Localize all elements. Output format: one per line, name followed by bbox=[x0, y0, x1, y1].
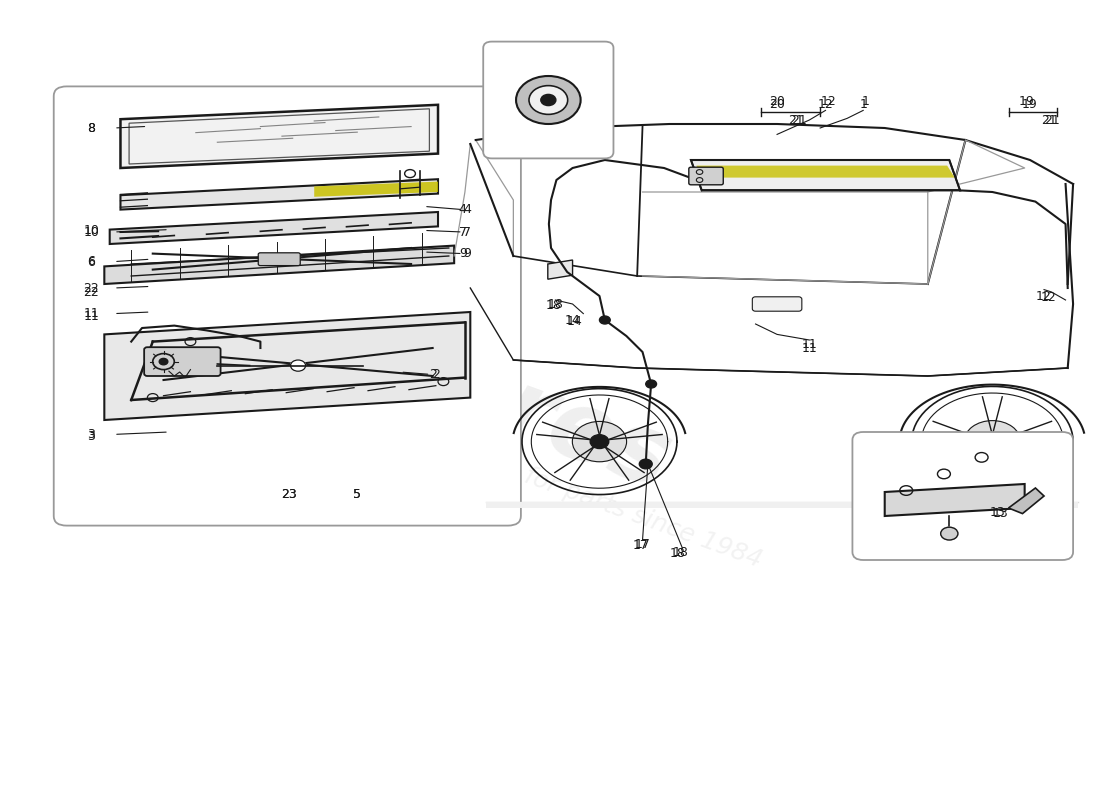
Text: 4: 4 bbox=[459, 203, 466, 216]
Circle shape bbox=[639, 459, 652, 469]
Text: 18: 18 bbox=[670, 547, 686, 560]
Text: 9: 9 bbox=[459, 247, 466, 260]
Polygon shape bbox=[696, 166, 955, 178]
Text: 3: 3 bbox=[88, 430, 96, 442]
Text: 18: 18 bbox=[548, 298, 563, 310]
Polygon shape bbox=[121, 105, 438, 168]
Circle shape bbox=[940, 527, 958, 540]
Polygon shape bbox=[1009, 488, 1044, 514]
Polygon shape bbox=[104, 312, 471, 420]
Text: 10: 10 bbox=[84, 226, 99, 238]
FancyBboxPatch shape bbox=[258, 253, 300, 266]
Text: 19: 19 bbox=[1019, 95, 1035, 108]
Text: 7: 7 bbox=[459, 226, 466, 238]
Polygon shape bbox=[315, 182, 438, 197]
Text: 13: 13 bbox=[990, 506, 1005, 518]
Text: 12: 12 bbox=[817, 98, 834, 110]
Text: 21: 21 bbox=[791, 114, 806, 126]
Polygon shape bbox=[104, 246, 454, 284]
Text: 12: 12 bbox=[1036, 290, 1052, 302]
Text: 14: 14 bbox=[564, 314, 581, 326]
FancyBboxPatch shape bbox=[752, 297, 802, 311]
Text: 20: 20 bbox=[769, 98, 785, 110]
Polygon shape bbox=[691, 160, 960, 190]
Text: 11: 11 bbox=[802, 338, 817, 350]
Text: 6: 6 bbox=[88, 255, 96, 268]
Circle shape bbox=[646, 380, 657, 388]
Text: 1: 1 bbox=[861, 95, 869, 108]
Text: 11: 11 bbox=[802, 342, 817, 354]
Text: 9: 9 bbox=[463, 247, 471, 260]
Circle shape bbox=[600, 316, 610, 324]
Circle shape bbox=[541, 94, 556, 106]
Text: 21: 21 bbox=[1042, 114, 1057, 126]
Text: 11: 11 bbox=[84, 307, 99, 320]
Text: eurospares: eurospares bbox=[74, 211, 684, 509]
Text: 5: 5 bbox=[353, 488, 361, 501]
Circle shape bbox=[964, 421, 1021, 462]
Polygon shape bbox=[486, 502, 1078, 508]
FancyBboxPatch shape bbox=[483, 42, 614, 158]
Text: a passion for parts since 1984: a passion for parts since 1984 bbox=[402, 420, 764, 572]
Circle shape bbox=[290, 360, 306, 371]
Text: 18: 18 bbox=[546, 299, 561, 312]
Text: 3: 3 bbox=[88, 428, 96, 441]
Polygon shape bbox=[548, 260, 573, 279]
Circle shape bbox=[982, 434, 1002, 449]
Text: 17: 17 bbox=[635, 538, 650, 550]
Text: 22: 22 bbox=[84, 282, 99, 294]
FancyBboxPatch shape bbox=[852, 432, 1074, 560]
FancyBboxPatch shape bbox=[54, 86, 521, 526]
Text: 10: 10 bbox=[84, 224, 99, 237]
Text: 21: 21 bbox=[789, 114, 804, 126]
Text: 7: 7 bbox=[463, 226, 471, 238]
Text: 21: 21 bbox=[1044, 114, 1059, 126]
Text: 2: 2 bbox=[432, 368, 440, 381]
Text: 8: 8 bbox=[87, 122, 96, 134]
Text: 20: 20 bbox=[769, 95, 785, 108]
Text: 23: 23 bbox=[282, 488, 297, 501]
Polygon shape bbox=[884, 484, 1025, 516]
Text: 19: 19 bbox=[1022, 98, 1038, 110]
Text: 12: 12 bbox=[821, 95, 837, 108]
Text: 18: 18 bbox=[672, 546, 689, 558]
Text: 6: 6 bbox=[88, 256, 96, 269]
Text: 14: 14 bbox=[566, 315, 583, 328]
FancyBboxPatch shape bbox=[689, 167, 724, 185]
Text: 11: 11 bbox=[84, 310, 99, 322]
Polygon shape bbox=[121, 179, 438, 210]
Text: 5: 5 bbox=[353, 488, 361, 501]
FancyBboxPatch shape bbox=[144, 347, 221, 376]
Text: 17: 17 bbox=[632, 539, 648, 552]
Text: 13: 13 bbox=[993, 507, 1009, 520]
Circle shape bbox=[572, 422, 627, 462]
Text: 22: 22 bbox=[84, 286, 99, 298]
Text: 4: 4 bbox=[463, 203, 471, 216]
Text: 1: 1 bbox=[859, 98, 867, 110]
Text: 12: 12 bbox=[1041, 291, 1056, 304]
Text: 8: 8 bbox=[87, 122, 96, 134]
Circle shape bbox=[529, 86, 568, 114]
Text: 23: 23 bbox=[282, 488, 297, 501]
Circle shape bbox=[160, 358, 168, 365]
Circle shape bbox=[516, 76, 581, 124]
Text: 2: 2 bbox=[429, 368, 437, 381]
Polygon shape bbox=[110, 212, 438, 244]
Circle shape bbox=[591, 434, 608, 449]
